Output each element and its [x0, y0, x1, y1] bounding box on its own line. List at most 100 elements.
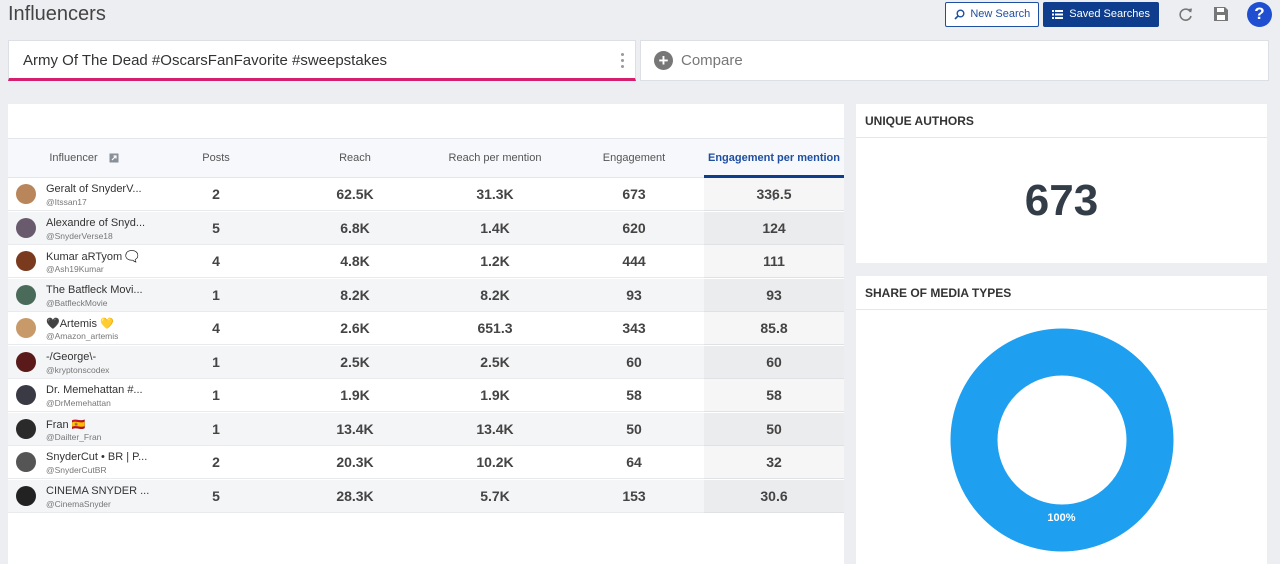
influencer-name[interactable]: Dr. Memehattan #...: [46, 384, 143, 396]
reach-cell: 1.9K: [340, 387, 370, 403]
column-header-engagement[interactable]: Engagement: [602, 152, 666, 164]
reach-per-mention-cell: 13.4K: [476, 420, 514, 437]
column-header-posts[interactable]: Posts: [202, 152, 230, 164]
engagement-cell: 343: [622, 320, 646, 336]
engagement-per-mention-cell: 60: [766, 353, 782, 370]
influencer-handle: @BatfleckMovie: [46, 297, 108, 308]
reach-cell: 28.3K: [336, 487, 374, 504]
reach-per-mention-cell: 2.5K: [480, 353, 510, 370]
engagement-per-mention-cell: 85.8: [760, 320, 788, 336]
avatar[interactable]: [16, 385, 36, 405]
reach-per-mention-cell: 8.2K: [480, 286, 510, 303]
unique-authors-value: 673: [1024, 176, 1099, 225]
divider: [856, 137, 1267, 138]
posts-cell: 4: [212, 320, 220, 336]
search-icon: [954, 9, 965, 20]
reach-cell: 62.5K: [336, 186, 374, 202]
column-header-reach-per-mention[interactable]: Reach per mention: [448, 152, 542, 164]
donut-percent-label: 100%: [1047, 512, 1076, 524]
influencer-name[interactable]: -/George\-: [46, 350, 97, 363]
avatar[interactable]: [16, 485, 36, 506]
export-icon[interactable]: [109, 153, 119, 163]
table-row[interactable]: SnyderCut • BR | P... @SnyderCutBR 2 20.3K 1…: [8, 446, 844, 479]
saved-searches-button[interactable]: Saved Searches: [1043, 1, 1159, 27]
engagement-cell: 58: [626, 387, 642, 403]
table-row[interactable]: Dr. Memehattan #... @DrMemehattan 1 1.9K 1.9…: [8, 379, 844, 412]
new-search-label: New Search: [970, 8, 1031, 20]
reach-per-mention-cell: 10.2K: [476, 454, 514, 470]
column-header-reach[interactable]: Reach: [339, 152, 371, 164]
posts-cell: 1: [212, 420, 220, 437]
avatar[interactable]: [16, 251, 36, 271]
table-row[interactable]: -/George\- @kryptonscodex 1 2.5K 2.5K 60 60: [8, 345, 844, 379]
influencer-name[interactable]: Geralt of SnyderV...: [46, 183, 142, 195]
save-icon[interactable]: [1211, 4, 1231, 24]
refresh-icon[interactable]: [1175, 4, 1195, 24]
reach-per-mention-cell: 5.7K: [480, 487, 510, 504]
column-header-influencer[interactable]: Influencer: [8, 139, 160, 178]
compare-box[interactable]: + Compare: [640, 40, 1269, 81]
new-search-button[interactable]: New Search: [945, 1, 1040, 27]
table-row[interactable]: Geralt of SnyderV... @Itssan17 2 62.5K 31.3K…: [8, 178, 844, 211]
posts-cell: 1: [212, 387, 220, 403]
table-row[interactable]: Alexandre of Snyd... @SnyderVerse18 5 6.8K 1…: [8, 211, 844, 245]
reach-cell: 8.2K: [340, 286, 370, 303]
table-row[interactable]: CINEMA SNYDER ... @CinemaSnyder 5 28.3K 5.7K…: [8, 479, 844, 513]
influencer-name[interactable]: The Batfleck Movi...: [46, 283, 143, 296]
donut-slice[interactable]: [950, 328, 1174, 552]
influencer-name[interactable]: SnyderCut • BR | P...: [46, 451, 148, 463]
posts-cell: 1: [212, 286, 220, 303]
add-compare-icon[interactable]: +: [654, 51, 673, 70]
avatar[interactable]: [16, 318, 36, 338]
more-options-icon[interactable]: [621, 53, 625, 68]
card-title: UNIQUE AUTHORS: [865, 114, 974, 128]
engagement-cell: 620: [622, 219, 646, 236]
table-header: Influencer Posts Reach Reach per mention…: [8, 138, 844, 203]
influencer-name[interactable]: Fran 🇪🇸: [46, 418, 86, 431]
reach-cell: 20.3K: [336, 454, 374, 470]
table-row[interactable]: The Batfleck Movi... @BatfleckMovie 1 8.2K 8…: [8, 278, 844, 312]
avatar[interactable]: [16, 452, 36, 472]
search-query-box[interactable]: Army Of The Dead #OscarsFanFavorite #swe…: [8, 40, 636, 81]
influencer-handle: @SnyderVerse18: [46, 230, 113, 241]
avatar[interactable]: [16, 184, 36, 204]
influencer-name[interactable]: 🖤Artemis 💛: [46, 318, 114, 330]
influencer-handle: @Itssan17: [46, 197, 87, 207]
help-icon[interactable]: ?: [1247, 1, 1272, 27]
engagement-cell: 444: [622, 253, 646, 269]
influencer-name[interactable]: Kumar aRTyom 🗨️: [46, 251, 139, 263]
posts-cell: 2: [212, 454, 220, 470]
engagement-per-mention-cell: 50: [766, 420, 782, 437]
media-types-donut-chart: [950, 328, 1174, 552]
engagement-per-mention-cell: 32: [766, 454, 782, 470]
engagement-per-mention-cell: 336.5: [756, 186, 792, 202]
reach-cell: 13.4K: [336, 420, 374, 437]
engagement-per-mention-cell: 30.6: [760, 487, 788, 504]
posts-cell: 5: [212, 219, 220, 236]
avatar[interactable]: [16, 351, 36, 372]
saved-searches-label: Saved Searches: [1069, 8, 1150, 20]
column-header-engagement-per-mention[interactable]: Engagement per mention ↓: [704, 139, 844, 203]
table-row[interactable]: Kumar aRTyom 🗨️ @Ash19Kumar 4 4.8K 1.2K 444 11…: [8, 245, 844, 278]
influencer-handle: @Amazon_artemis: [46, 331, 119, 341]
reach-per-mention-cell: 31.3K: [476, 186, 514, 202]
influencer-handle: @kryptonscodex: [46, 364, 110, 375]
engagement-per-mention-cell: 124: [762, 219, 786, 236]
engagement-cell: 93: [626, 286, 642, 303]
list-icon: [1052, 9, 1064, 19]
toolbar: New Search Saved Searches ?: [945, 1, 1272, 27]
influencer-handle: @DrMemehattan: [46, 398, 111, 408]
card-title: SHARE OF MEDIA TYPES: [865, 286, 1012, 300]
avatar[interactable]: [16, 284, 36, 305]
table-row[interactable]: 🖤Artemis 💛 @Amazon_artemis 4 2.6K 651.3 343 85…: [8, 312, 844, 345]
avatar[interactable]: [16, 418, 36, 439]
influencer-name[interactable]: Alexandre of Snyd...: [46, 216, 146, 229]
influencer-name[interactable]: CINEMA SNYDER ...: [46, 484, 150, 497]
table-row[interactable]: Fran 🇪🇸 @Dailter_Fran 1 13.4K 13.4K 50 50: [8, 412, 844, 446]
avatar[interactable]: [16, 217, 36, 238]
reach-cell: 6.8K: [340, 219, 370, 236]
influencer-handle: @Ash19Kumar: [46, 264, 104, 274]
posts-cell: 2: [212, 186, 220, 202]
reach-per-mention-cell: 1.4K: [480, 219, 510, 236]
reach-cell: 2.6K: [340, 320, 370, 336]
